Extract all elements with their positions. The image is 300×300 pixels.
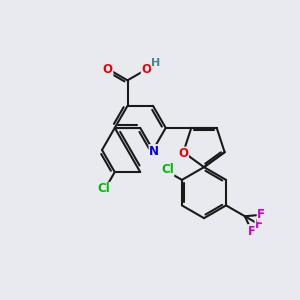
- Text: Cl: Cl: [97, 182, 110, 196]
- Text: Cl: Cl: [161, 163, 174, 176]
- Text: H: H: [152, 58, 160, 68]
- Text: N: N: [149, 145, 159, 158]
- Text: O: O: [178, 147, 188, 160]
- Text: F: F: [248, 225, 256, 238]
- Text: F: F: [255, 218, 263, 231]
- Text: O: O: [141, 63, 151, 76]
- Text: F: F: [257, 208, 265, 221]
- Text: O: O: [103, 63, 113, 76]
